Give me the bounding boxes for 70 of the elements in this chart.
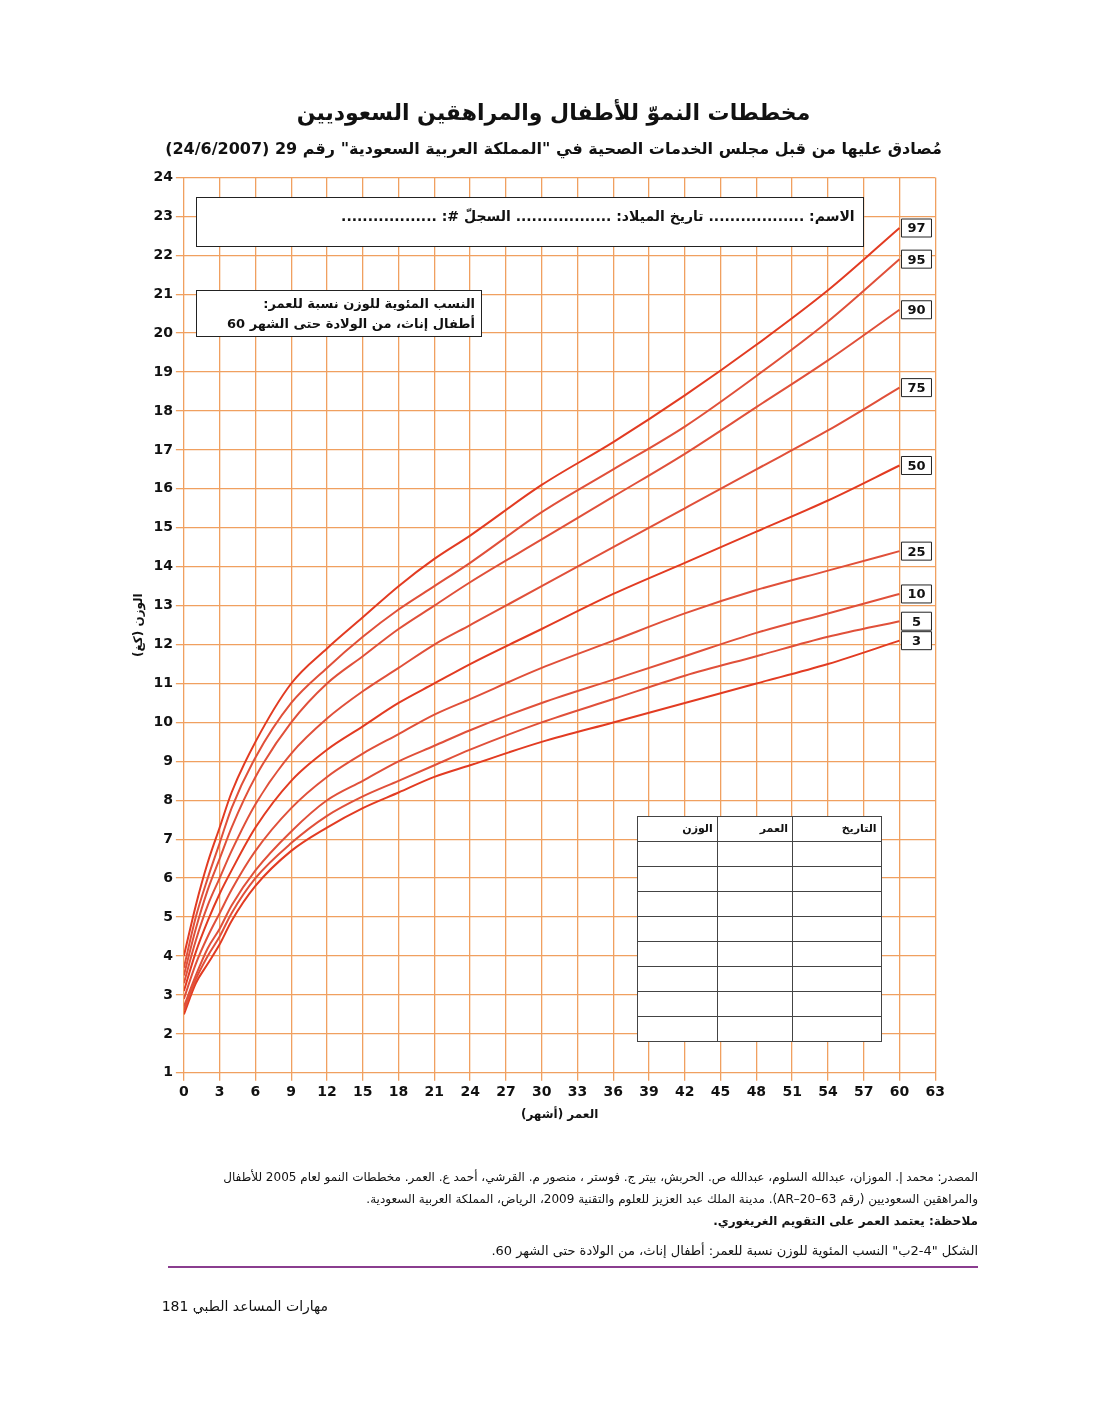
y-axis-title: الوزن (كغ) xyxy=(131,593,147,657)
x-tick-label: 36 xyxy=(603,1082,623,1099)
series-label: 25 xyxy=(907,543,926,559)
annotation: أطفال إناث، من الولادة حتى الشهر 60 xyxy=(226,314,476,334)
series-label: 75 xyxy=(907,380,926,395)
chart-subtitle: مُصادق عليها من قبل مجلس الخدمات الصحية في "المملكة العربية السعودية" رقم 29 (24/6/2007) xyxy=(164,139,943,158)
x-tick-label: 3 xyxy=(214,1082,225,1099)
y-tick-label: 10 xyxy=(153,713,174,730)
y-tick-label: 15 xyxy=(153,518,173,535)
annotation: التاريخ xyxy=(792,816,882,842)
x-tick-label: 0 xyxy=(179,1082,190,1099)
x-tick-label: 15 xyxy=(353,1082,373,1099)
text: المصدر: محمد إ. الموزان، عبدالله السلوم، عبدالله ص. الحربش، بيتر ج. فوستر ، منصور م. القرشي، أحمد ع. العمر. مخططات النمو لعام 2005 للأطفال والمراهقين السعوديين (رقم AR–20–63). مدينة الملك عبد العزيز للعلوم والتقنية 2009، الرياض، المملكة العربية السعودية. xyxy=(222,1168,978,1209)
series-label: 95 xyxy=(907,251,926,267)
x-tick-label: 18 xyxy=(388,1082,409,1099)
annotation: العمر xyxy=(717,816,793,842)
text: ملاحظة: يعتمد العمر على التقويم الغريغوري. xyxy=(712,1213,978,1231)
x-tick-label: 30 xyxy=(531,1082,552,1099)
x-tick-label: 57 xyxy=(853,1082,874,1099)
y-tick-label: 16 xyxy=(153,479,173,496)
x-tick-label: 24 xyxy=(460,1082,481,1099)
y-tick-label: 12 xyxy=(153,635,173,652)
y-tick-label: 2 xyxy=(163,1024,173,1041)
annotation: الوزن xyxy=(637,816,718,842)
x-tick-label: 9 xyxy=(286,1082,297,1099)
x-tick-label: 39 xyxy=(639,1082,659,1099)
y-tick-label: 21 xyxy=(153,284,173,301)
series-label: 90 xyxy=(907,302,926,318)
series-label: 10 xyxy=(907,586,926,602)
y-tick-label: 6 xyxy=(163,868,173,885)
y-tick-label: 22 xyxy=(153,245,173,262)
y-tick-label: 18 xyxy=(153,401,173,418)
x-tick-label: 60 xyxy=(889,1082,910,1099)
x-tick-label: 63 xyxy=(925,1082,945,1099)
x-tick-label: 6 xyxy=(250,1082,261,1099)
caption-box: النسب المئوية للوزن نسبة للعمر: أطفال إناث، من الولادة حتى الشهر 60 xyxy=(195,290,483,337)
y-tick-label: 3 xyxy=(163,985,173,1002)
y-tick-label: 14 xyxy=(153,557,174,574)
x-axis-title: العمر (أشهر) xyxy=(520,1105,599,1121)
x-tick-label: 42 xyxy=(675,1082,695,1099)
y-tick-label: 20 xyxy=(153,323,174,340)
y-tick-label: 4 xyxy=(163,946,174,963)
y-tick-label: 5 xyxy=(163,907,173,924)
y-tick-label: 19 xyxy=(153,362,173,379)
y-tick-label: 1 xyxy=(163,1063,173,1080)
text: الشكل "4-2ب" النسب المئوية للوزن نسبة للعمر: أطفال إناث، من الولادة حتى الشهر 60. xyxy=(168,1240,978,1268)
x-tick-label: 12 xyxy=(317,1082,337,1099)
series-label: 50 xyxy=(907,457,926,473)
y-tick-label: 8 xyxy=(163,790,173,807)
chart-title: مخططات النموّ للأطفال والمراهقين السعوديين xyxy=(295,100,812,125)
x-tick-label: 27 xyxy=(496,1082,516,1099)
annotation: النسب المئوية للوزن نسبة للعمر: xyxy=(262,295,476,314)
name-form-field: الاسم: .................. تاريخ الميلاد: .................. السجلّ #: .................. xyxy=(195,196,864,248)
series-label: 3 xyxy=(911,633,921,649)
x-tick-label: 51 xyxy=(782,1082,802,1099)
series-label: 5 xyxy=(911,613,921,629)
series-label: 97 xyxy=(907,220,926,236)
x-tick-label: 21 xyxy=(424,1082,445,1099)
y-tick-label: 17 xyxy=(153,440,173,457)
text: مهارات المساعد الطبي 181 xyxy=(160,1298,328,1314)
x-tick-label: 45 xyxy=(710,1082,731,1099)
y-tick-label: 24 xyxy=(153,168,174,185)
y-tick-label: 11 xyxy=(153,674,173,691)
y-tick-label: 7 xyxy=(163,829,173,846)
x-tick-label: 33 xyxy=(567,1082,588,1099)
y-tick-label: 23 xyxy=(153,206,173,223)
x-tick-label: 48 xyxy=(746,1082,767,1099)
y-tick-label: 9 xyxy=(163,752,173,768)
y-tick-label: 13 xyxy=(153,596,173,613)
x-tick-label: 54 xyxy=(818,1082,838,1099)
